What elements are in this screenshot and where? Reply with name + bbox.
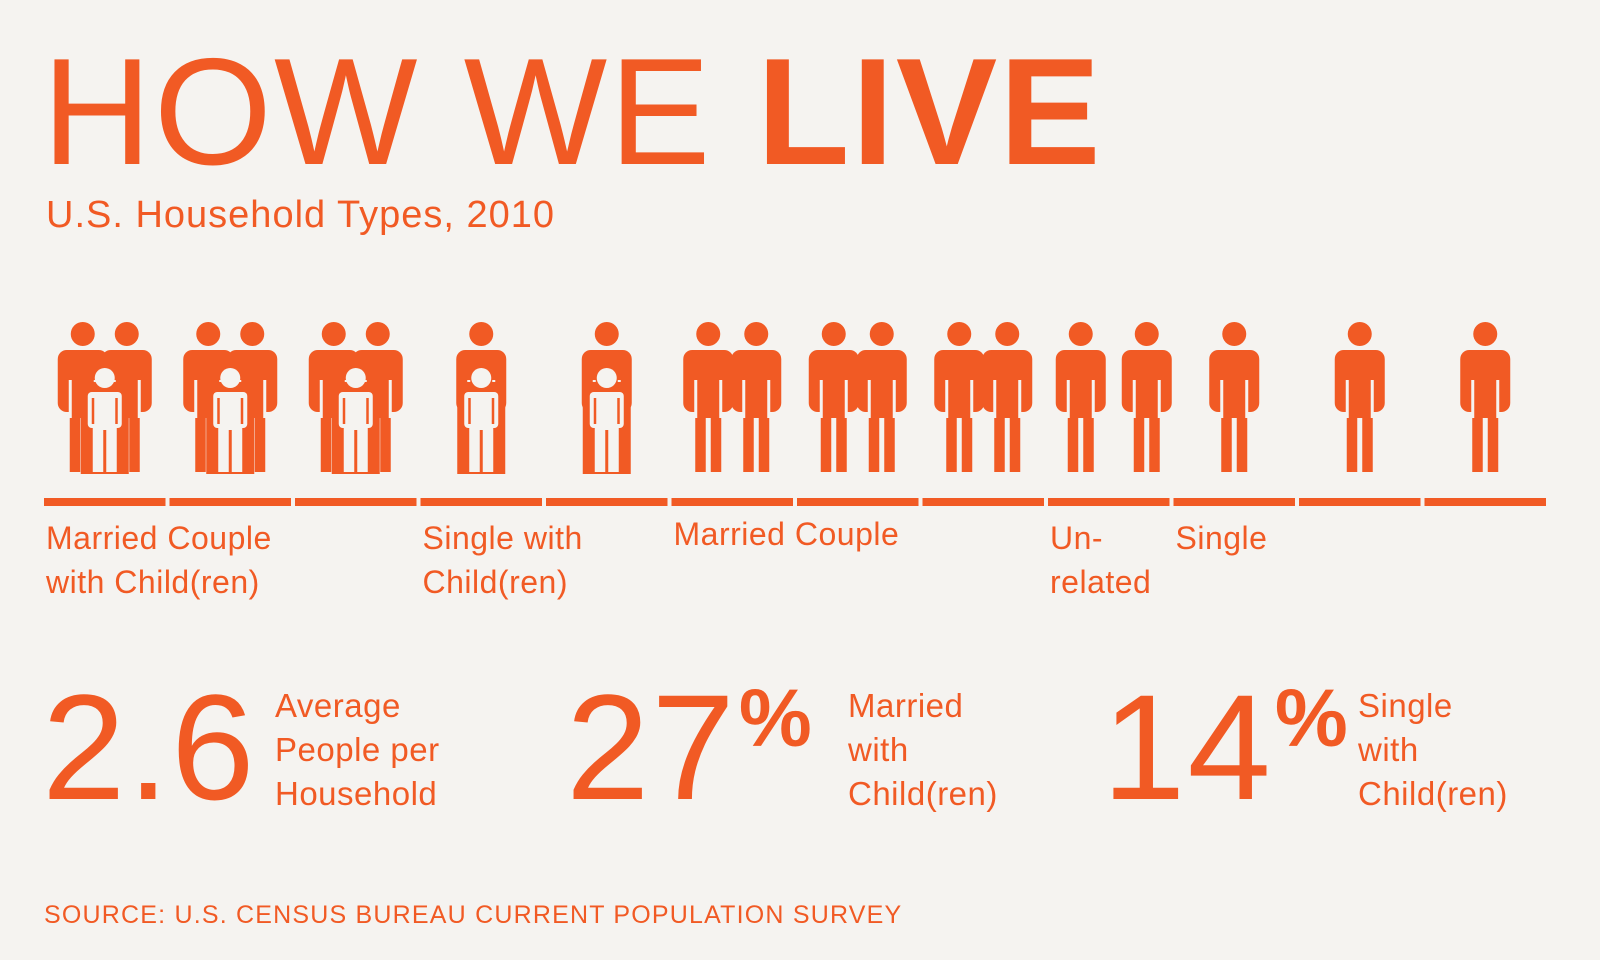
household-two-adults: [683, 322, 782, 472]
household-floor-bar: [169, 498, 291, 506]
household-floor-bar: [546, 498, 668, 506]
adult-figure-icon: [1055, 322, 1106, 472]
household-one-adult: [1460, 322, 1511, 472]
category-label: Single: [1176, 516, 1268, 560]
adult-figure-icon: [683, 322, 734, 472]
child-figure-icon: [80, 368, 129, 474]
household-floor-bar: [1424, 498, 1546, 506]
household-floor-bar: [1299, 498, 1421, 506]
child-figure-icon: [331, 368, 380, 474]
stat-desc-line: Average: [275, 687, 401, 724]
adult-figure-icon: [1209, 322, 1260, 472]
title-bold: LIVE: [756, 27, 1103, 197]
household-one-adult: [1334, 322, 1385, 472]
household-floor-bar: [797, 498, 919, 506]
category-label-line: Married Couple: [673, 516, 900, 552]
stat-desc-line: with: [848, 731, 909, 768]
adult-figure-icon: [808, 322, 859, 472]
stat-married-children-value: 27%: [566, 672, 814, 822]
category-label: Married Couple with Child(ren): [46, 516, 272, 604]
page-subtitle: U.S. Household Types, 2010: [46, 194, 556, 236]
adult-figure-icon: [982, 322, 1033, 472]
child-figure-icon: [582, 368, 631, 474]
title-light: HOW WE: [42, 27, 713, 197]
stat-single-children-value: 14%: [1102, 672, 1350, 822]
household-two-adults-with-child: [57, 322, 152, 474]
household-floor-bar: [671, 498, 793, 506]
page-title: HOW WE LIVE: [42, 36, 1103, 188]
adult-figure-icon: [1460, 322, 1511, 472]
household-two-adults-with-child: [183, 322, 278, 474]
household-floor-bar: [1048, 498, 1170, 506]
stat-value: 2.6: [42, 663, 257, 831]
stat-suffix: %: [1274, 673, 1350, 764]
category-label-line: Married Couple: [46, 520, 272, 556]
stat-married-children-desc: Married with Child(ren): [848, 684, 998, 816]
category-label: Single with Child(ren): [423, 516, 583, 604]
category-label-line: with Child(ren): [46, 564, 260, 600]
adult-figure-icon: [731, 322, 782, 472]
stat-value: 27: [566, 663, 737, 831]
source-note: SOURCE: U.S. CENSUS BUREAU CURRENT POPUL…: [44, 901, 903, 929]
stat-desc-line: People per: [275, 731, 440, 768]
adult-figure-icon: [934, 322, 985, 472]
category-label-line: Child(ren): [422, 564, 568, 600]
stat-desc-line: Household: [275, 775, 438, 812]
household-floor-bar: [295, 498, 417, 506]
household-floor-bar: [922, 498, 1044, 506]
adult-figure-icon: [1334, 322, 1385, 472]
household-two-adults-with-child: [308, 322, 403, 474]
household-one-adult: [1209, 322, 1260, 472]
child-figure-icon: [457, 368, 506, 474]
category-label-line: Un-: [1050, 520, 1104, 556]
household-two-adults-apart: [1055, 322, 1172, 472]
stat-value: 14: [1102, 663, 1273, 831]
household-one-adult-with-child: [581, 322, 632, 474]
household-one-adult-with-child: [456, 322, 507, 474]
household-floor-bar: [1173, 498, 1295, 506]
child-figure-icon: [206, 368, 255, 474]
category-label-line: Single with: [422, 520, 583, 556]
stat-suffix: %: [738, 673, 814, 764]
adult-figure-icon: [856, 322, 907, 472]
stat-single-children-desc: Single with Child(ren): [1358, 684, 1508, 816]
household-floor-bar: [420, 498, 542, 506]
stat-desc-line: Married: [848, 687, 964, 724]
stat-desc-line: Single: [1358, 687, 1453, 724]
stat-desc-line: with: [1358, 731, 1419, 768]
household-floor-bar: [44, 498, 166, 506]
category-label: Married Couple: [674, 512, 900, 556]
category-label: Un-related: [1050, 516, 1151, 604]
stat-avg-people-value: 2.6: [42, 672, 259, 822]
household-pictogram: [44, 322, 1546, 506]
household-two-adults: [934, 322, 1033, 472]
category-label-line: Single: [1175, 520, 1268, 556]
category-label-line: related: [1050, 564, 1152, 600]
stat-desc-line: Child(ren): [1358, 775, 1508, 812]
adult-figure-icon: [1121, 322, 1172, 472]
household-two-adults: [808, 322, 907, 472]
stat-avg-people-desc: Average People per Household: [275, 684, 440, 816]
stat-desc-line: Child(ren): [848, 775, 998, 812]
